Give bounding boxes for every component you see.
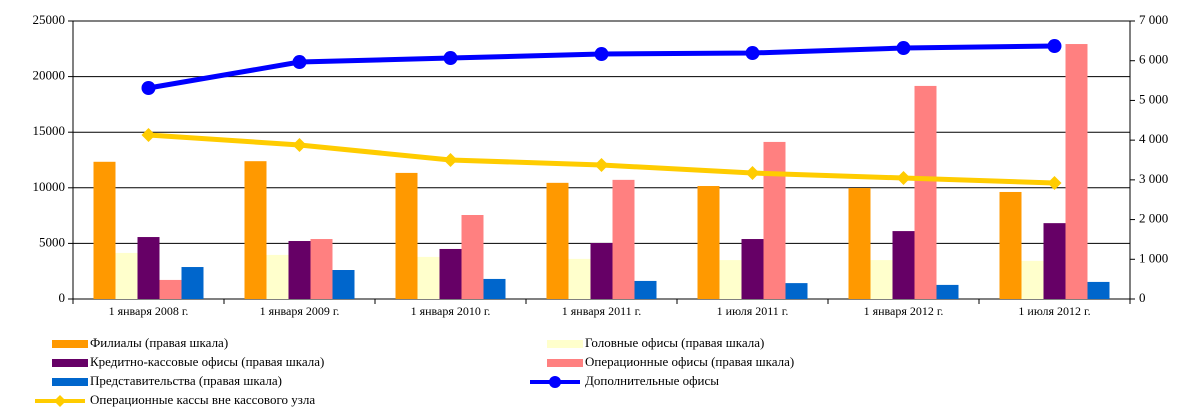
legend-marker [549,376,561,388]
bar [137,237,160,299]
x-tick-label: 1 июля 2011 г. [717,304,789,318]
bar [288,241,311,299]
bar [483,278,506,299]
marker [292,137,307,152]
bar [612,179,635,299]
bar [310,239,333,299]
marker [594,47,609,62]
bar [763,141,786,299]
marker [443,153,458,167]
marker [896,171,911,186]
marker [443,51,458,66]
legend-swatch [547,359,583,367]
marker [141,80,156,95]
marker [594,158,609,173]
legend-label: Дополнительные офисы [585,373,719,388]
bar [1087,281,1110,299]
x-tick-label: 1 января 2009 г. [260,304,340,318]
bar [439,248,462,299]
bar [697,186,720,299]
bar [332,270,355,299]
bar [115,252,138,299]
marker [141,127,156,142]
bar [999,191,1022,299]
y2-tick-label: 7 000 [1139,12,1168,27]
y-tick-label: 25000 [33,12,66,27]
x-tick-label: 1 января 2010 г. [411,304,491,318]
bar [870,260,893,299]
y-tick-label: 15000 [33,123,66,138]
marker [896,41,911,56]
bar [936,284,959,299]
legend-label: Филиалы (правая шкала) [90,335,228,350]
bar [159,279,182,299]
x-tick-label: 1 января 2011 г. [562,304,641,318]
legend-label: Операционные кассы вне кассового узла [90,392,315,407]
marker [292,55,307,70]
bar [785,283,808,299]
marker [745,166,760,181]
bar [719,260,742,299]
y-tick-label: 20000 [33,68,66,83]
y2-tick-label: 1 000 [1139,250,1168,265]
bar [1021,260,1044,299]
y2-tick-label: 5 000 [1139,91,1168,106]
marker [1047,39,1062,54]
bar [892,231,915,299]
y-tick-label: 0 [59,290,66,305]
marker [1047,176,1062,191]
y-tick-label: 10000 [33,179,66,194]
y2-tick-label: 3 000 [1139,171,1168,186]
legend-swatch [52,378,88,386]
legend-label: Операционные офисы (правая шкала) [585,354,794,369]
bar [181,267,204,299]
bar [741,239,764,299]
legend-label: Головные офисы (правая шкала) [585,335,764,350]
y2-tick-label: 6 000 [1139,52,1168,67]
bar [266,254,289,299]
bar [1043,223,1066,299]
legend-swatch [547,340,583,348]
y2-tick-label: 4 000 [1139,131,1168,146]
legend-marker [54,395,66,407]
legend-label: Представительства (правая шкала) [90,373,282,388]
bar [914,85,937,299]
x-tick-label: 1 июля 2012 г. [1018,304,1090,318]
bar [634,280,657,299]
bar [1065,44,1088,299]
bar [546,182,569,299]
legend-swatch [52,359,88,367]
bar [244,161,267,299]
legend-swatch [52,340,88,348]
bar [568,258,591,299]
y-tick-label: 5000 [39,234,65,249]
y2-tick-label: 2 000 [1139,211,1168,226]
x-tick-label: 1 января 2012 г. [864,304,944,318]
y2-tick-label: 0 [1139,290,1146,305]
marker [745,46,760,61]
bar [417,256,440,299]
bar [395,172,418,299]
bar [590,243,613,299]
bar [461,215,484,299]
bar [93,161,116,299]
x-tick-label: 1 января 2008 г. [109,304,189,318]
bar [848,187,871,299]
legend-label: Кредитно-кассовые офисы (правая шкала) [90,354,324,369]
